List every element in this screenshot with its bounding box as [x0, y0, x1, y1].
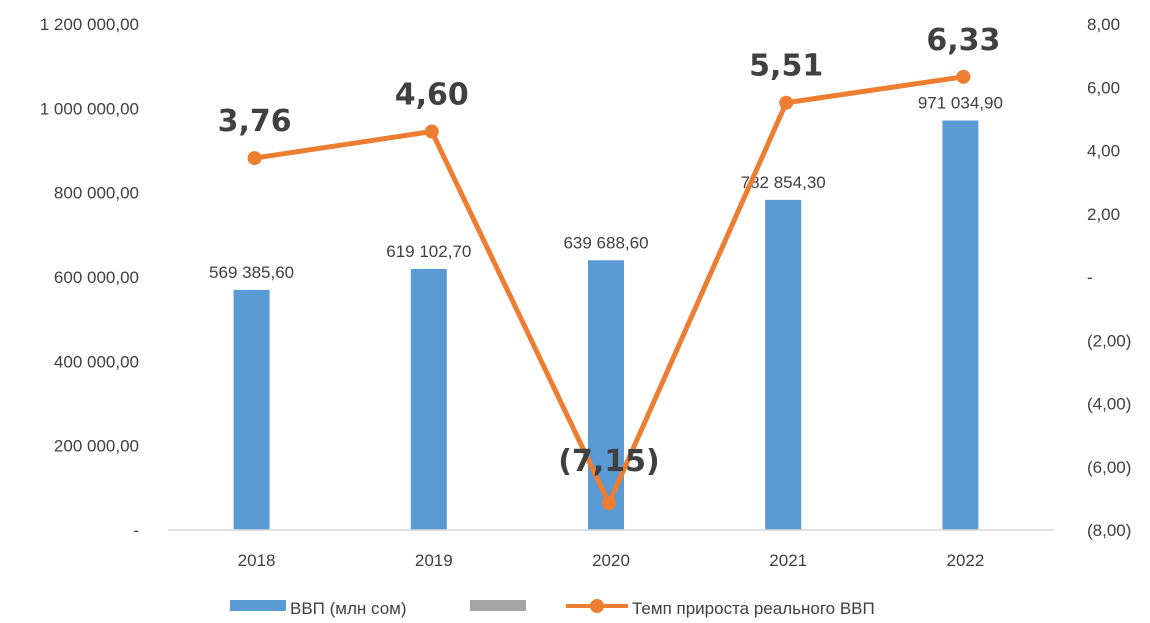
bar-data-labels: 569 385,60 619 102,70 639 688,60 782 854,30… — [209, 94, 1003, 282]
bar-gdp — [588, 260, 624, 530]
legend-label-gdp: ВВП (млн сом) — [290, 599, 407, 618]
legend-swatch-series-2 — [470, 600, 526, 611]
growth-point — [602, 496, 616, 511]
bar-gdp — [765, 199, 802, 531]
x-axis-tick-labels: 2018 2019 2020 2021 2022 — [238, 551, 985, 570]
x-axis-tick-label: 2018 — [238, 551, 276, 570]
legend: ВВП (млн сом) Темп прироста реального ВВ… — [230, 599, 875, 618]
growth-point — [779, 95, 794, 110]
bar-data-label: 971 034,90 — [918, 94, 1003, 113]
right-axis-tick-label: (6,00) — [1087, 458, 1131, 477]
bar-data-label: 782 854,30 — [741, 173, 826, 192]
x-axis-tick-label: 2021 — [769, 551, 807, 570]
x-axis-tick-label: 2022 — [946, 551, 984, 570]
bar-data-label: 569 385,60 — [209, 263, 294, 282]
left-axis-tick-label: 200 000,00 — [54, 437, 139, 456]
right-axis-tick-label: (4,00) — [1087, 395, 1131, 414]
line-data-labels: 3,76 4,60 (7,15) 5,51 6,33 — [218, 23, 1001, 479]
growth-point — [424, 124, 439, 139]
left-axis-tick-label: 1 200 000,00 — [40, 15, 139, 34]
left-axis-tick-label: 1 000 000,00 — [40, 99, 139, 118]
bar-gdp — [233, 289, 270, 530]
right-axis-tick-label: (8,00) — [1087, 521, 1131, 540]
right-axis-tick-label: 6,00 — [1087, 78, 1120, 97]
legend-label-growth: Темп прироста реального ВВП — [632, 599, 875, 618]
bar-data-label: 639 688,60 — [563, 233, 648, 252]
growth-point — [956, 69, 971, 84]
x-axis-tick-label: 2019 — [415, 551, 453, 570]
growth-data-label: 3,76 — [218, 104, 292, 139]
left-axis-tick-label: 600 000,00 — [54, 268, 139, 287]
bar-data-label: 619 102,70 — [386, 242, 471, 261]
left-axis-tick-label: - — [133, 521, 139, 540]
right-axis-tick-label: 4,00 — [1087, 142, 1120, 161]
left-axis-tick-label: 800 000,00 — [54, 184, 139, 203]
left-axis: - 200 000,00 400 000,00 600 000,00 800 000,0… — [40, 15, 139, 540]
x-axis-tick-label: 2020 — [592, 551, 630, 570]
bar-gdp — [942, 120, 979, 531]
line-series-growth — [247, 69, 971, 511]
growth-data-label: (7,15) — [558, 444, 659, 479]
legend-swatch-gdp — [230, 600, 286, 611]
growth-data-label: 6,33 — [926, 23, 1000, 58]
bar-gdp — [410, 268, 447, 530]
left-axis-tick-label: 400 000,00 — [54, 352, 139, 371]
right-axis-tick-label: - — [1087, 268, 1093, 287]
growth-data-label: 4,60 — [395, 78, 469, 113]
growth-point — [247, 151, 262, 166]
right-axis-tick-label: 2,00 — [1087, 205, 1120, 224]
right-axis-tick-label: 8,00 — [1087, 15, 1120, 34]
bar-series-gdp — [233, 120, 979, 531]
growth-data-label: 5,51 — [749, 49, 823, 84]
right-axis-tick-label: (2,00) — [1087, 331, 1131, 350]
legend-swatch-growth-marker — [590, 599, 604, 613]
right-axis: (8,00) (6,00) (4,00) (2,00) - 2,00 4,00 6,00 8,0… — [1087, 15, 1131, 540]
